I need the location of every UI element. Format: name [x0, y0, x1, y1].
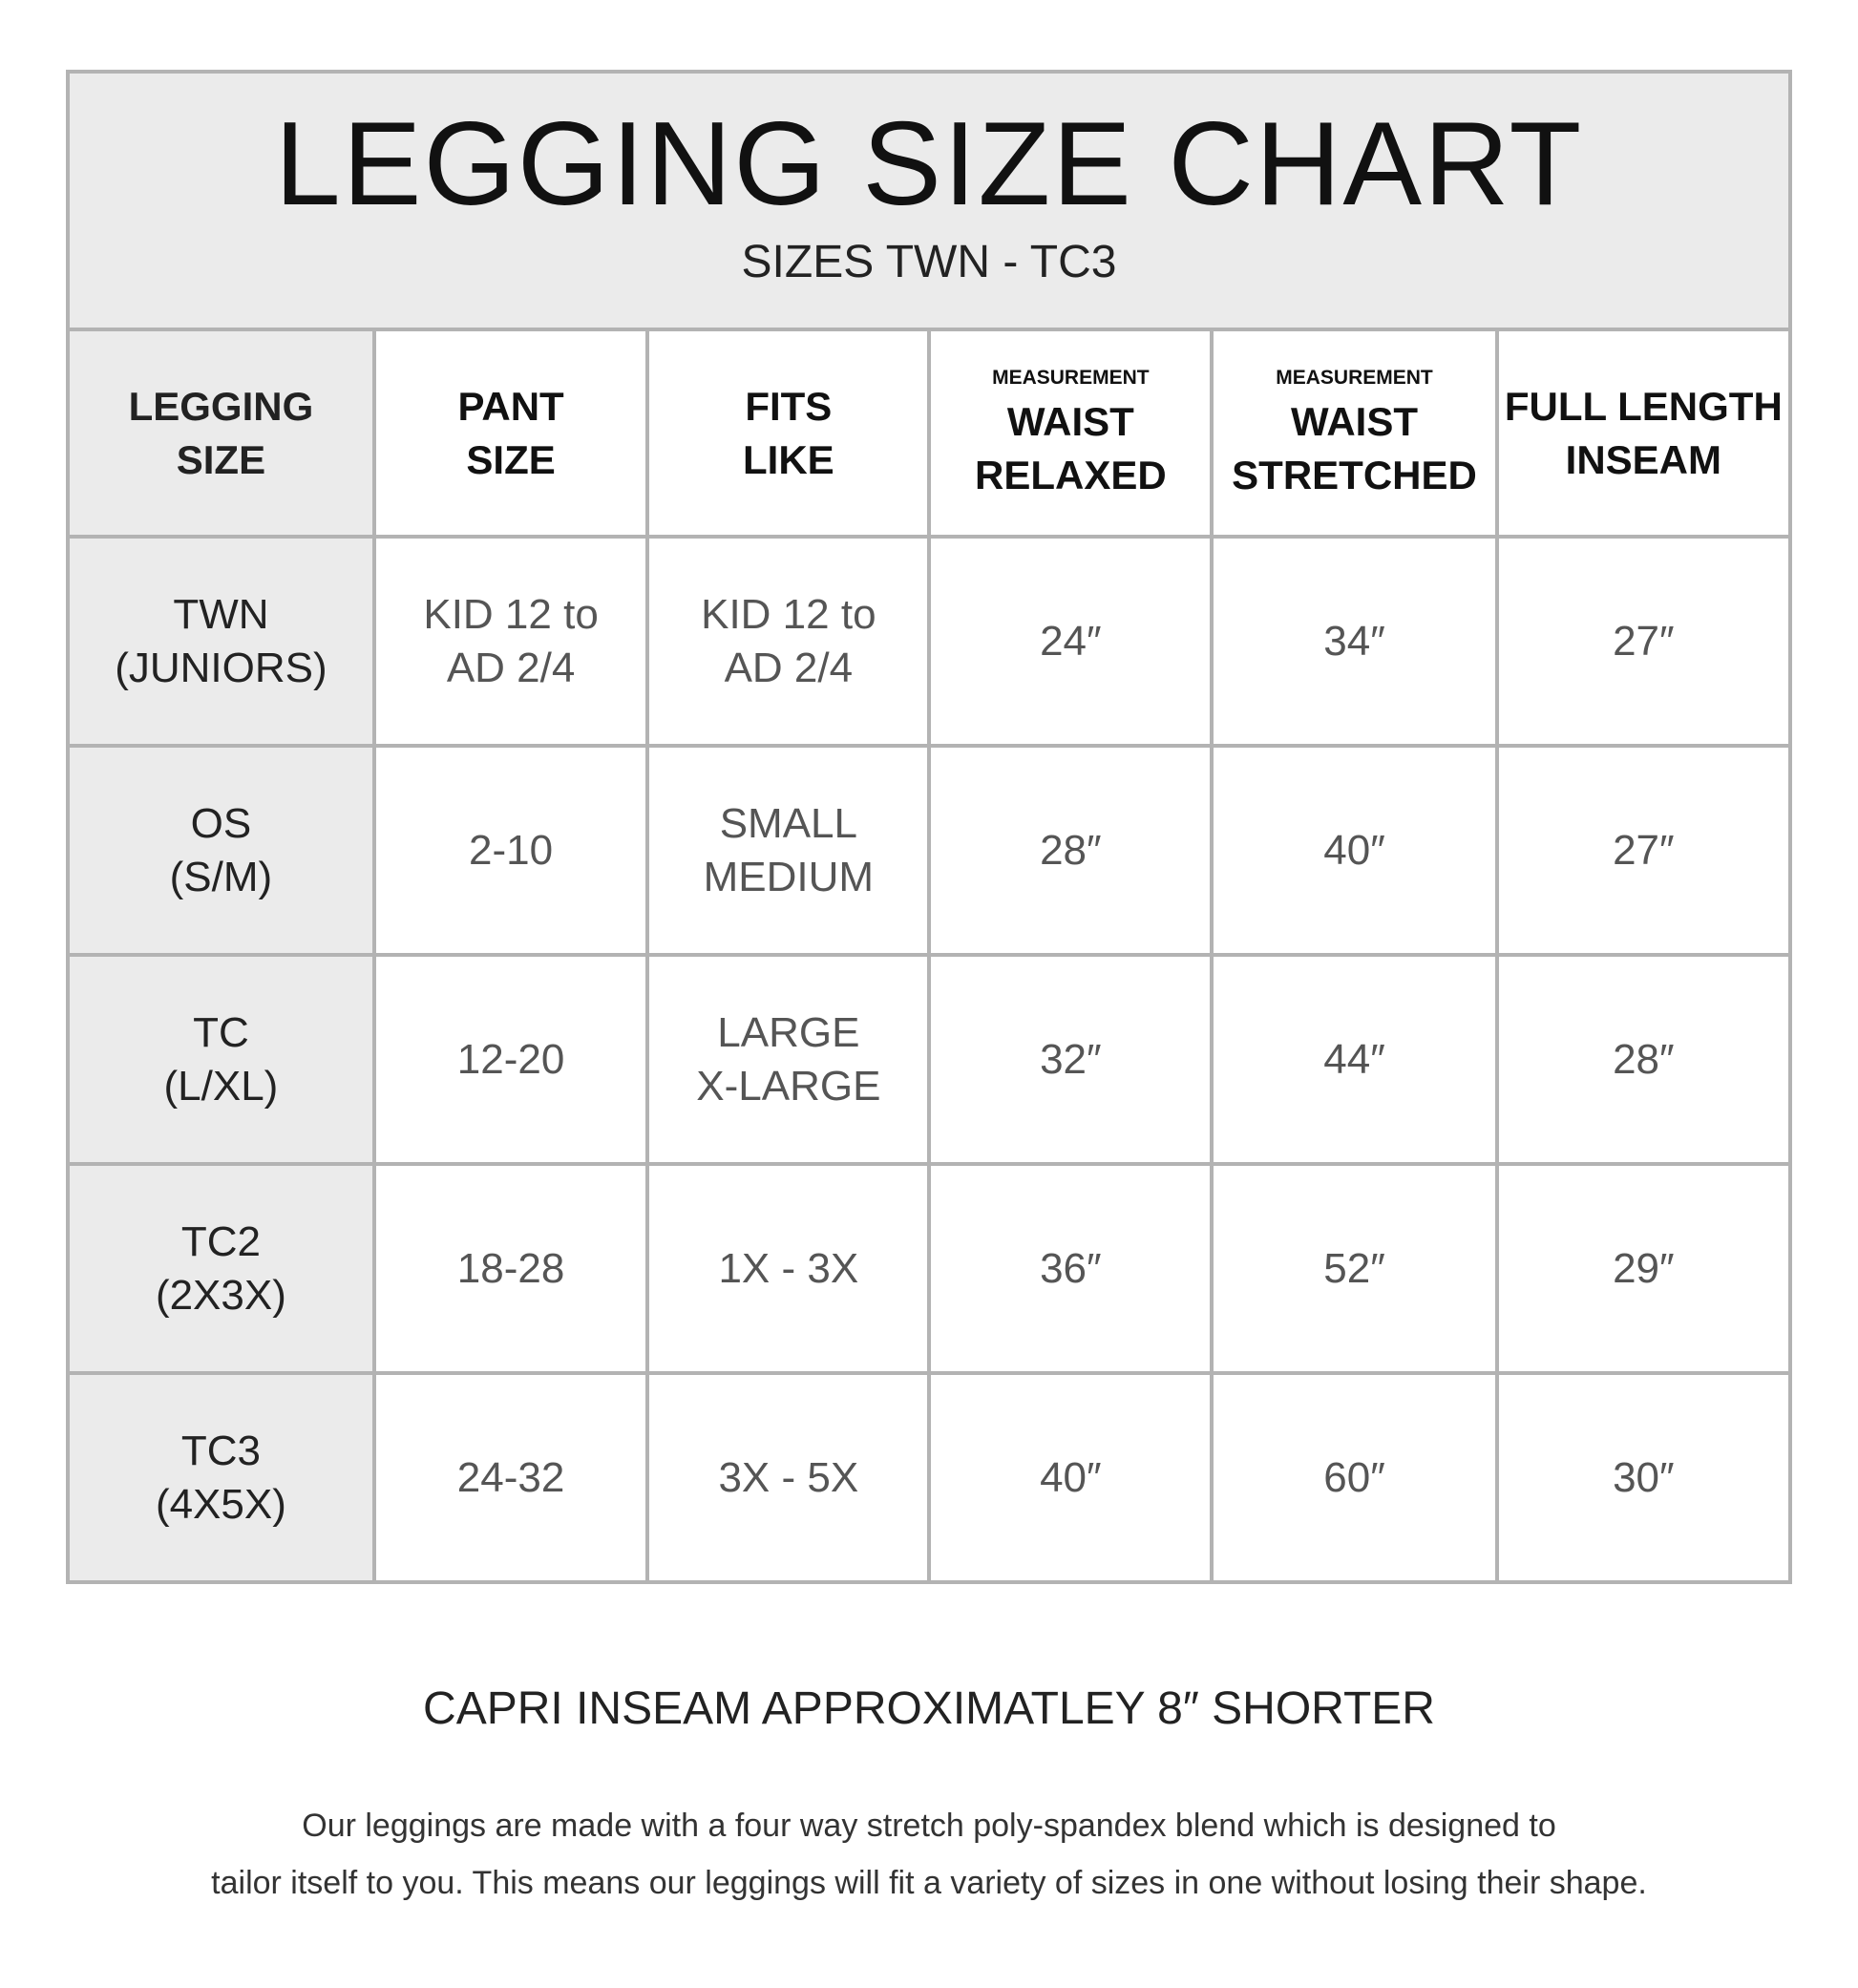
cell-line: AD 2/4 — [724, 644, 854, 691]
cell-line: OS — [190, 799, 252, 847]
header-note: MEASUREMENT — [1276, 366, 1433, 389]
cell-line: (L/XL) — [163, 1062, 279, 1110]
column-header: FULL LENGTH INSEAM — [1494, 328, 1793, 539]
header-line: PANT — [457, 383, 564, 429]
header-line: STRETCHED — [1232, 452, 1477, 497]
cell-line: (S/M) — [169, 853, 273, 900]
table-row: TC2 (2X3X) 18-28 1X - 3X 36″ 52″ 29″ — [66, 1162, 1793, 1375]
capri-note: CAPRI INSEAM APPROXIMATLEY 8″ SHORTER — [423, 1683, 1435, 1734]
cell-pant: 18-28 — [371, 1162, 650, 1375]
header-line: SIZE — [466, 436, 556, 482]
size-table: LEGGING SIZE PANT SIZE FITS LIKE MEASUREMENT WA… — [66, 328, 1793, 1584]
cell-size: TC3 (4X5X) — [66, 1371, 376, 1584]
cell-fits: 3X - 5X — [645, 1371, 932, 1584]
cell-pant: KID 12 to AD 2/4 — [371, 535, 650, 748]
header-note: MEASUREMENT — [992, 366, 1150, 389]
cell-fits: LARGE X-LARGE — [645, 953, 932, 1166]
cell-inseam: 27″ — [1494, 535, 1793, 748]
cell-pant: 2-10 — [371, 744, 650, 957]
cell-line: X-LARGE — [696, 1062, 881, 1110]
cell-inseam: 29″ — [1494, 1162, 1793, 1375]
column-header: MEASUREMENT WAIST STRETCHED — [1210, 328, 1499, 539]
description-line: Our leggings are made with a four way st… — [302, 1808, 1556, 1844]
cell-fits: SMALL MEDIUM — [645, 744, 932, 957]
header-line: FULL LENGTH — [1504, 383, 1783, 429]
cell-fits: KID 12 to AD 2/4 — [645, 535, 932, 748]
table-row: TWN (JUNIORS) KID 12 to AD 2/4 KID 12 to AD 2… — [66, 535, 1793, 748]
cell-inseam: 28″ — [1494, 953, 1793, 1166]
cell-relaxed: 40″ — [927, 1371, 1214, 1584]
cell-stretched: 40″ — [1210, 744, 1499, 957]
title-box: LEGGING SIZE CHART SIZES TWN - TC3 — [66, 70, 1792, 331]
cell-relaxed: 36″ — [927, 1162, 1214, 1375]
table-row: TC3 (4X5X) 24-32 3X - 5X 40″ 60″ 30″ — [66, 1371, 1793, 1584]
cell-line: (JUNIORS) — [115, 644, 327, 691]
table-row: OS (S/M) 2-10 SMALL MEDIUM 28″ 40″ 27″ — [66, 744, 1793, 957]
header-line: LEGGING — [128, 383, 314, 429]
description: Our leggings are made with a four way st… — [0, 1797, 1858, 1912]
cell-fits: 1X - 3X — [645, 1162, 932, 1375]
header-line: FITS — [745, 383, 833, 429]
cell-line: SMALL — [719, 799, 857, 847]
column-header: LEGGING SIZE — [66, 328, 376, 539]
cell-line: 1X - 3X — [718, 1244, 859, 1292]
cell-size: OS (S/M) — [66, 744, 376, 957]
cell-line: 18-28 — [456, 1244, 565, 1292]
cell-size: TC2 (2X3X) — [66, 1162, 376, 1375]
cell-line: KID 12 to — [423, 590, 599, 638]
cell-line: 2-10 — [469, 826, 554, 874]
cell-stretched: 34″ — [1210, 535, 1499, 748]
cell-line: MEDIUM — [703, 853, 875, 900]
cell-line: TC2 — [180, 1217, 261, 1265]
cell-line: TC — [193, 1008, 249, 1056]
cell-relaxed: 32″ — [927, 953, 1214, 1166]
cell-pant: 24-32 — [371, 1371, 650, 1584]
header-line: WAIST — [1291, 398, 1419, 444]
cell-inseam: 27″ — [1494, 744, 1793, 957]
page-title: LEGGING SIZE CHART — [274, 98, 1584, 230]
cell-stretched: 52″ — [1210, 1162, 1499, 1375]
cell-line: TWN — [173, 590, 269, 638]
cell-line: KID 12 to — [701, 590, 876, 638]
cell-pant: 12-20 — [371, 953, 650, 1166]
cell-stretched: 44″ — [1210, 953, 1499, 1166]
cell-line: 24-32 — [456, 1453, 565, 1501]
header-line: SIZE — [176, 436, 266, 482]
description-line: tailor itself to you. This means our leg… — [211, 1865, 1647, 1901]
cell-line: LARGE — [717, 1008, 860, 1056]
header-line: WAIST — [1006, 398, 1134, 444]
cell-relaxed: 24″ — [927, 535, 1214, 748]
cell-line: 3X - 5X — [718, 1453, 859, 1501]
column-header: FITS LIKE — [645, 328, 932, 539]
cell-size: TWN (JUNIORS) — [66, 535, 376, 748]
header-line: INSEAM — [1565, 436, 1722, 482]
cell-line: TC3 — [180, 1427, 261, 1474]
cell-stretched: 60″ — [1210, 1371, 1499, 1584]
cell-line: AD 2/4 — [446, 644, 576, 691]
header-row: LEGGING SIZE PANT SIZE FITS LIKE MEASUREMENT WA… — [66, 328, 1793, 539]
cell-size: TC (L/XL) — [66, 953, 376, 1166]
table-row: TC (L/XL) 12-20 LARGE X-LARGE 32″ 44″ 28″ — [66, 953, 1793, 1166]
column-header: MEASUREMENT WAIST RELAXED — [927, 328, 1214, 539]
header-line: RELAXED — [975, 452, 1167, 497]
cell-line: (2X3X) — [155, 1271, 286, 1319]
cell-line: (4X5X) — [155, 1480, 286, 1528]
cell-relaxed: 28″ — [927, 744, 1214, 957]
header-line: LIKE — [743, 436, 834, 482]
cell-line: 12-20 — [456, 1035, 565, 1083]
page-subtitle: SIZES TWN - TC3 — [741, 237, 1117, 287]
column-header: PANT SIZE — [371, 328, 650, 539]
cell-inseam: 30″ — [1494, 1371, 1793, 1584]
